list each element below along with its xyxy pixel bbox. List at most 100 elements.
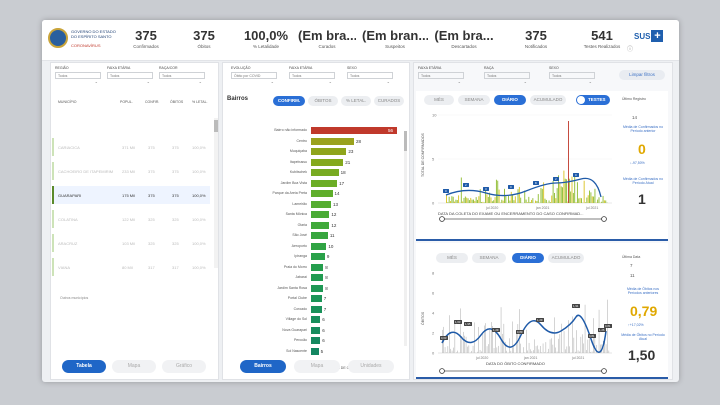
top-tab-semana[interactable]: SEMANA [458,95,490,105]
bairro-bar[interactable] [311,148,347,155]
daily-bar [529,201,531,203]
clear-filters-button[interactable]: Limpar filtros [619,70,665,80]
point-label-bg [536,318,544,322]
bairro-value: 21 [345,159,351,165]
daily-bar [548,348,549,353]
table-row[interactable]: COLATINA 122 Mil 325 325 100,0% [52,210,210,228]
bairro-value: 10 [328,243,334,249]
table-row[interactable]: CACHOEIRO DE ITAPEMIRIM 233 Mil 375 375 100,… [52,162,210,180]
bairros-scrollbar[interactable] [404,131,407,346]
slider-handle-start[interactable] [439,368,445,374]
tab-confirm[interactable]: CONFIRM. [273,96,305,106]
table-scrollbar[interactable] [214,118,218,268]
bairro-label: Jabaraí [295,275,307,279]
filter-faixa-right[interactable]: FAIXA ETÁRIA Todos [418,66,464,85]
daily-bar [598,197,600,203]
slider-handle-start[interactable] [439,216,445,222]
tab-mapa-button[interactable]: Mapa [112,360,156,373]
daily-bar [506,350,507,353]
row-cell: 375 [148,145,155,150]
y-tick-label: 4 [432,311,435,316]
filter-sexo[interactable]: SEXO Todos [347,66,393,85]
bairro-bar[interactable] [311,190,333,197]
daily-bar [485,323,486,353]
bairro-value: 6 [322,338,325,343]
tab-grafico-button[interactable]: Gráfico [162,360,206,373]
bairro-value: 13 [332,201,338,207]
daily-bar [526,329,527,353]
bairro-bar[interactable] [311,253,325,260]
filter-faixa-etaria-mid[interactable]: FAIXA ETÁRIA Todos [289,66,335,85]
col-confirmados[interactable]: CONFIR. [145,100,160,104]
filter-regiao[interactable]: REGIÃO Todos [55,66,101,85]
table-row[interactable]: VIANA 80 Mil 317 317 100,0% [52,258,210,276]
col-municipio[interactable]: MUNICÍPIO [58,100,77,104]
bairro-bar[interactable] [311,347,319,355]
top-tab-mes[interactable]: MÊS [424,95,454,105]
bairro-bar[interactable] [311,274,324,281]
testes-toggle[interactable]: TESTES [576,95,610,105]
dashboard-frame: GOVERNO DO ESTADO DO ESPÍRITO SANTO CORO… [42,20,679,382]
row-cell: CACHOEIRO DE ITAPEMIRIM [58,169,114,174]
filter-raca-right[interactable]: RAÇA Todos [484,66,530,85]
tab-letal[interactable]: % LETAL. [341,96,371,106]
daily-bar [542,343,544,353]
info-icon[interactable]: ⓘ [627,47,634,53]
bairro-bar[interactable] [311,305,322,313]
bairro-bar[interactable] [311,221,330,229]
bairro-bar[interactable] [311,337,321,344]
bairros-scroll-thumb[interactable] [404,131,407,151]
tab-curados[interactable]: CURADOS [374,96,404,106]
daily-bar [451,196,453,203]
bairros-title: Bairros [227,96,249,102]
tab-unidades-button[interactable]: Unidades [348,360,394,373]
top-tab-diario[interactable]: DIÁRIO [494,95,526,105]
bairro-bar[interactable] [311,211,330,218]
bairro-bar[interactable] [311,179,338,187]
bairro-bar[interactable] [311,158,344,166]
bairro-bar[interactable] [311,200,331,208]
slider-handle-end[interactable] [601,216,607,222]
bairro-bar[interactable] [311,242,327,250]
filter-sexo-right[interactable]: SEXO Todos [549,66,595,85]
bairro-label: Portal Clube [287,296,307,300]
row-color-bar [52,162,54,180]
slider-handle-end[interactable] [601,368,607,374]
bairro-bar[interactable] [311,169,339,176]
bottom-tab-diario[interactable]: DIÁRIO [512,253,544,263]
filter-faixa-etaria[interactable]: FAIXA ETÁRIA Todos [107,66,153,85]
tab-mapa-mid-button[interactable]: Mapa [294,360,340,373]
bottom-tab-mes[interactable]: MÊS [436,253,468,263]
filter-raca[interactable]: RAÇA/COR Todos [159,66,205,85]
filter-evolucao[interactable]: EVOLUÇÃO Óbito por COVID [231,66,277,85]
daily-bar [560,186,562,203]
kpi-notificados: 375 Notificados [524,28,548,49]
table-row[interactable]: ARACRUZ 103 Mil 325 325 100,0% [52,234,210,252]
col-obitos[interactable]: ÓBITOS [170,100,184,104]
bottom-tab-semana[interactable]: SEMANA [472,253,506,263]
top-tab-acumulado[interactable]: ACUMULADO [530,95,566,105]
table-row[interactable]: CARIACICA 371 Mil 375 375 100,0% [52,138,210,156]
scrollbar-thumb[interactable] [214,120,218,132]
bairro-bar[interactable] [311,232,328,239]
bairro-bar[interactable] [311,137,354,145]
daily-bar [495,331,496,353]
col-populacao[interactable]: POPUL. [120,100,133,104]
bairro-bar[interactable] [311,326,321,334]
tab-tabela-button[interactable]: Tabela [62,360,106,373]
col-letalidade[interactable]: % LETAL. [192,100,208,104]
bairro-bar[interactable] [311,295,322,302]
daily-bar [464,335,465,353]
daily-bar [527,350,528,353]
bairro-bar[interactable] [311,316,321,323]
tab-bairros-button[interactable]: Bairros [240,360,286,373]
table-row[interactable]: GUARAPARI 175 Mil 375 375 100,0% [52,186,210,204]
daily-bar [460,177,462,203]
bottom-tab-acumulado[interactable]: ACUMULADO [548,253,584,263]
tab-obitos[interactable]: ÓBITOS [308,96,338,106]
daily-bar [545,199,547,203]
bairro-bar[interactable] [311,284,324,292]
bairro-bar[interactable] [311,263,324,271]
bairro-bar[interactable] [311,127,397,134]
